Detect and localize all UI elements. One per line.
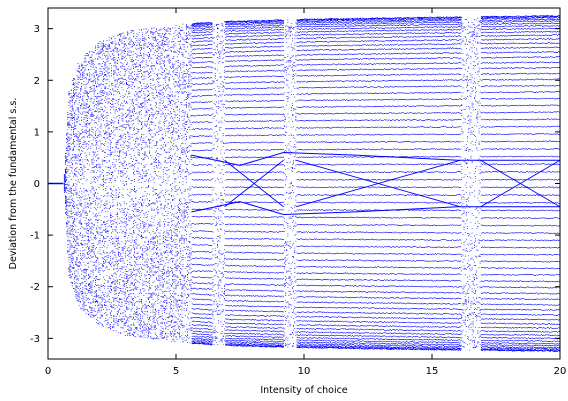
x-tick-label: 5	[173, 366, 179, 377]
crossing-branch-1	[296, 159, 461, 208]
y-tick-label: 1	[34, 127, 40, 138]
orbit-points	[63, 15, 561, 352]
y-tick-label: 3	[34, 24, 40, 35]
crossing-branch-2	[480, 159, 561, 208]
y-tick-label: -1	[30, 231, 40, 242]
y-tick-label: -3	[30, 334, 40, 345]
plot-frame	[47, 7, 561, 360]
x-tick-label: 10	[298, 366, 311, 377]
central-branch-0	[191, 151, 560, 166]
x-axis-label: Intensity of choice	[260, 385, 347, 396]
crossing-branch-0	[224, 159, 284, 208]
y-axis-ticks: 3 2 1 0 -1 -2 -3	[30, 24, 560, 345]
x-tick-label: 15	[426, 366, 439, 377]
y-tick-label: 2	[34, 76, 40, 87]
x-axis-ticks: 0 5 10 15 20	[45, 8, 567, 377]
central-branch-1	[191, 201, 560, 216]
y-tick-label: -2	[30, 282, 40, 293]
y-tick-label: 0	[34, 179, 40, 190]
bifurcation-points	[48, 15, 561, 352]
x-tick-label: 20	[554, 366, 567, 377]
y-axis-label: Deviation from the fundamental s.s.	[8, 98, 19, 270]
x-tick-label: 0	[45, 366, 51, 377]
